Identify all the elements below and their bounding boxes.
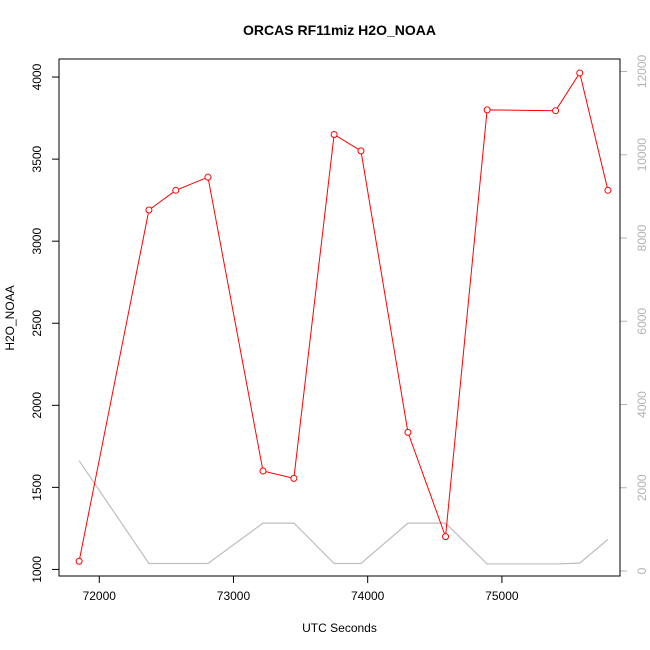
y2-tick-label: 0 (635, 567, 649, 574)
data-point (576, 69, 584, 77)
y-tick-label: 1000 (30, 556, 44, 583)
x-tick-label: 72000 (83, 589, 117, 603)
y2-tick-label: 6000 (635, 308, 649, 335)
plot-frame (58, 58, 621, 577)
y-tick-label: 1500 (30, 474, 44, 501)
red-series-layer (75, 69, 612, 565)
data-point (604, 186, 612, 194)
data-point (404, 428, 412, 436)
data-point (330, 130, 338, 138)
secondary-series-line (78, 460, 609, 565)
x-tick-label: 75000 (485, 589, 519, 603)
y2-tick-label: 4000 (635, 391, 649, 418)
y2-tick-label: 12000 (635, 54, 649, 88)
data-point (259, 467, 267, 475)
y-axis-left: 1000 1500 2000 2500 3000 3500 4000 (30, 63, 59, 583)
x-tick-label: 74000 (351, 589, 385, 603)
data-point (172, 186, 180, 194)
grey-series-layer (78, 460, 609, 565)
data-point (204, 173, 212, 181)
y-axis-right: 0 2000 4000 6000 8000 10000 12000 (620, 54, 649, 574)
y2-tick-label: 10000 (635, 138, 649, 172)
x-axis-label: UTC Seconds (302, 621, 377, 635)
x-tick-label: 73000 (217, 589, 251, 603)
y2-tick-label: 2000 (635, 474, 649, 501)
data-point (75, 557, 83, 565)
data-point (290, 474, 298, 482)
data-point (357, 147, 365, 155)
y2-tick-label: 8000 (635, 224, 649, 251)
y-axis-label: H2O_NOAA (3, 285, 17, 350)
y-tick-label: 3000 (30, 228, 44, 255)
y-tick-label: 3500 (30, 145, 44, 172)
x-axis: 72000 73000 74000 75000 (83, 575, 519, 603)
data-point (483, 106, 491, 114)
data-point (145, 206, 153, 214)
data-point (442, 533, 450, 541)
data-point (552, 107, 560, 115)
primary-series-line (78, 71, 609, 562)
y-tick-label: 2500 (30, 310, 44, 337)
y-tick-label: 4000 (30, 63, 44, 90)
y-tick-label: 2000 (30, 392, 44, 419)
chart-title: ORCAS RF11miz H2O_NOAA (243, 22, 436, 38)
